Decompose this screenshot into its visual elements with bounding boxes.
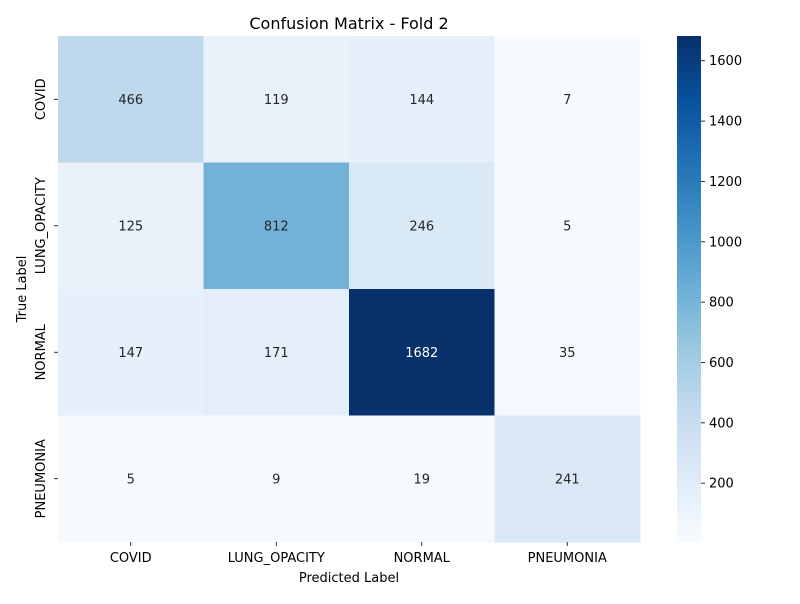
- colorbar-gradient: [677, 36, 701, 542]
- heatmap-cell-3-2: [349, 415, 495, 543]
- cell-value-label-3-1: 9: [272, 472, 280, 487]
- colorbar-tick-label: 600: [709, 356, 734, 371]
- y-tick-label: PNEUMONIA: [34, 439, 49, 518]
- cell-value-labels: 466 119 144 7 125 812 246 5 147 171 1682 35 5 9 19 241: [118, 93, 579, 488]
- x-axis: COVID LUNG_OPACITY NORMAL PNEUMONIA: [110, 542, 607, 566]
- heatmap-cell-1-1: [203, 162, 350, 290]
- x-tick-label: COVID: [110, 551, 152, 566]
- cell-value-label-0-1: 119: [264, 93, 289, 108]
- colorbar-tick-label: 1000: [709, 235, 742, 250]
- y-axis-label: True Label: [15, 256, 30, 324]
- y-axis: COVID LUNG_OPACITY NORMAL PNEUMONIA: [34, 78, 58, 518]
- colorbar-tick-label: 200: [709, 477, 734, 492]
- heatmap-cell-1-2: [349, 162, 495, 290]
- x-axis-label: Predicted Label: [299, 571, 399, 586]
- cell-value-label-3-0: 5: [127, 472, 135, 487]
- colorbar: 200 400 600 800 1000 1200 1400 1600: [677, 36, 742, 542]
- x-tick-label: NORMAL: [394, 551, 451, 566]
- colorbar-tick-label: 800: [709, 296, 734, 311]
- cell-value-label-0-0: 466: [118, 93, 143, 108]
- heatmap-cell-0-0: [58, 36, 204, 163]
- x-tick-label: LUNG_OPACITY: [228, 551, 325, 566]
- cell-value-label-0-2: 144: [409, 93, 434, 108]
- heatmap-cell-1-0: [58, 162, 204, 290]
- heatmap-cell-3-3: [494, 415, 641, 543]
- cell-value-label-2-3: 35: [559, 346, 576, 361]
- cell-value-label-0-3: 7: [563, 93, 571, 108]
- x-tick-label: PNEUMONIA: [528, 551, 607, 566]
- cell-value-label-2-0: 147: [118, 346, 143, 361]
- heatmap-cell-0-2: [349, 36, 495, 163]
- cell-value-label-2-2: 1682: [405, 346, 438, 361]
- heatmap-cells: [58, 36, 641, 543]
- heatmap-cell-2-1: [203, 289, 350, 416]
- heatmap-cell-3-0: [58, 415, 204, 543]
- y-tick-label: NORMAL: [34, 323, 49, 380]
- heatmap-cell-1-3: [494, 162, 641, 290]
- heatmap-cell-3-1: [203, 415, 350, 543]
- heatmap-cell-2-3: [494, 289, 641, 416]
- cell-value-label-3-2: 19: [413, 472, 430, 487]
- cell-value-label-1-3: 5: [563, 219, 571, 234]
- colorbar-tick-label: 1400: [709, 115, 742, 130]
- heatmap-cell-2-2: [349, 289, 495, 416]
- chart-title: Confusion Matrix - Fold 2: [249, 14, 448, 33]
- colorbar-tick-label: 400: [709, 416, 734, 431]
- cell-value-label-3-3: 241: [555, 472, 580, 487]
- cell-value-label-1-2: 246: [409, 219, 434, 234]
- heatmap-cell-0-1: [203, 36, 350, 163]
- y-tick-label: COVID: [34, 78, 49, 120]
- colorbar-tick-label: 1200: [709, 175, 742, 190]
- cell-value-label-1-0: 125: [118, 219, 143, 234]
- heatmap-cell-0-3: [494, 36, 641, 163]
- y-tick-label: LUNG_OPACITY: [34, 177, 49, 274]
- heatmap-cell-2-0: [58, 289, 204, 416]
- cell-value-label-1-1: 812: [264, 219, 289, 234]
- cell-value-label-2-1: 171: [264, 346, 289, 361]
- colorbar-tick-label: 1600: [709, 54, 742, 69]
